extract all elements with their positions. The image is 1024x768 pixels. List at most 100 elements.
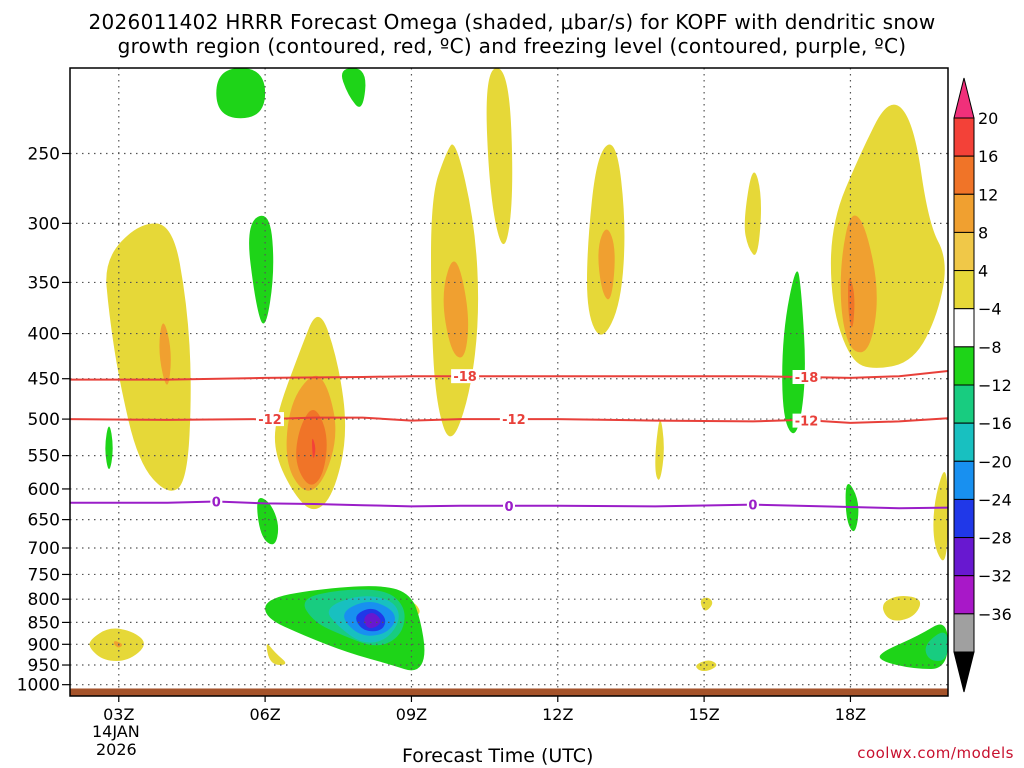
colorbar-label: −36	[978, 605, 1012, 624]
y-tick-label: 400	[28, 325, 60, 345]
omega-region-8	[486, 68, 513, 245]
colorbar-bin	[953, 422, 975, 462]
omega-region-4	[296, 410, 327, 485]
colorbar-bin	[953, 346, 975, 386]
x-tick-label: 18Z	[835, 705, 866, 724]
contour-label: -12	[502, 413, 526, 428]
y-tick-label: 800	[28, 590, 60, 610]
contour-dendritic-top	[70, 370, 948, 381]
y-tick-label: 650	[28, 511, 60, 531]
x-tick-label: 09Z	[396, 705, 427, 724]
contour-label: -18	[795, 371, 819, 386]
y-tick-label: 850	[28, 613, 60, 633]
x-tick-label: 15Z	[688, 705, 719, 724]
y-tick-label: 1000	[17, 676, 60, 696]
colorbar-label: −12	[978, 376, 1012, 395]
omega-region-36	[364, 612, 381, 629]
x-year-label: 2026	[96, 740, 137, 759]
omega-region-11	[655, 420, 664, 480]
colorbar-bin	[953, 193, 975, 233]
contour-label: 0	[504, 500, 513, 515]
colorbar-label: −28	[978, 529, 1012, 548]
x-tick-label: 06Z	[249, 705, 280, 724]
omega-region-5	[312, 438, 316, 458]
y-tick-label: 350	[28, 273, 60, 293]
omega-region-22	[700, 597, 713, 611]
contour-label: -18	[453, 370, 477, 385]
colorbar-top-arrow	[953, 77, 975, 119]
contour-label-bg-5	[210, 494, 223, 509]
colorbar-label: 8	[978, 223, 988, 242]
plot-frame	[69, 67, 949, 697]
colorbar-label: 20	[978, 109, 998, 128]
colorbar-label: −16	[978, 414, 1012, 433]
y-tick-label: 900	[28, 635, 60, 655]
y-tick-label: 550	[28, 447, 60, 467]
contour-label: 0	[212, 496, 221, 511]
y-tick-label: 700	[28, 539, 60, 559]
colorbar-bin	[953, 575, 975, 615]
colorbar-label: 12	[978, 185, 998, 204]
contour-label-bg-6	[503, 498, 515, 513]
y-tick-label: 600	[28, 480, 60, 500]
colorbar-bin	[953, 155, 975, 195]
colorbar-bin	[953, 498, 975, 539]
credit-link[interactable]: coolwx.com/models	[857, 744, 1014, 762]
chart-title-line-2: growth region (contoured, red, ºC) and f…	[117, 34, 907, 58]
contour-label: -12	[795, 415, 819, 430]
y-tick-label: 500	[28, 410, 60, 430]
omega-region-12	[744, 172, 761, 255]
contour-label-bg-1	[792, 370, 821, 385]
colorbar-label: −24	[978, 490, 1012, 509]
ground-bar	[70, 688, 948, 696]
chart-title-line-1: 2026011402 HRRR Forecast Omega (shaded, …	[88, 10, 936, 34]
omega-region-28	[257, 497, 279, 545]
x-date-label: 14JAN	[92, 722, 140, 741]
colorbar-label: 4	[978, 262, 988, 281]
colorbar-label: −8	[978, 338, 1002, 357]
x-tick-label: 03Z	[103, 705, 134, 724]
omega-region-24	[216, 68, 266, 119]
contour-label-bg-2	[255, 412, 284, 427]
omega-region-0	[106, 223, 191, 491]
contour-label-bg-4	[792, 413, 821, 428]
y-tick-label: 300	[28, 214, 60, 234]
colorbar-label: −4	[978, 300, 1002, 319]
contour-label-bg-3	[499, 412, 528, 427]
contour-freezing-level	[70, 500, 948, 510]
colorbar-bin	[953, 117, 975, 157]
colorbar-bin	[953, 231, 975, 272]
omega-region-27	[105, 426, 113, 470]
contour-label: -12	[258, 413, 282, 428]
y-tick-label: 250	[28, 144, 60, 164]
omega-region-26	[249, 215, 274, 324]
colorbar-bin	[953, 308, 975, 348]
x-axis-title: Forecast Time (UTC)	[402, 745, 594, 767]
colorbar: 20 16 12 8 4 −4 −8 −12 −16 −20 −24 −28 −32 −36	[953, 77, 1012, 693]
omega-region-38	[925, 632, 948, 661]
colorbar-label: −20	[978, 452, 1012, 471]
colorbar-bin	[953, 613, 975, 653]
colorbar-bin	[953, 537, 975, 577]
colorbar-label: 16	[978, 147, 998, 166]
colorbar-bin	[953, 460, 975, 500]
colorbar-label: −32	[978, 567, 1012, 586]
omega-region-7	[443, 261, 469, 358]
y-tick-label: 750	[28, 565, 60, 585]
omega-region-20	[266, 644, 286, 665]
y-tick-label: 450	[28, 370, 60, 390]
omega-region-1	[159, 323, 171, 385]
colorbar-bin	[953, 270, 975, 310]
y-tick-label: 950	[28, 656, 60, 676]
omega-region-21	[696, 660, 717, 671]
omega-region-16	[933, 471, 948, 561]
x-tick-label: 12Z	[542, 705, 573, 724]
contour-label: 0	[748, 499, 757, 514]
contour-label-bg-7	[746, 497, 759, 512]
plot-layer: -18 -18 -12 -12 -12 0 0 0	[70, 68, 948, 696]
contour-label-bg-0	[451, 369, 480, 384]
omega-region-25	[341, 68, 366, 107]
omega-region-23	[882, 595, 921, 621]
omega-region-18	[113, 641, 123, 648]
